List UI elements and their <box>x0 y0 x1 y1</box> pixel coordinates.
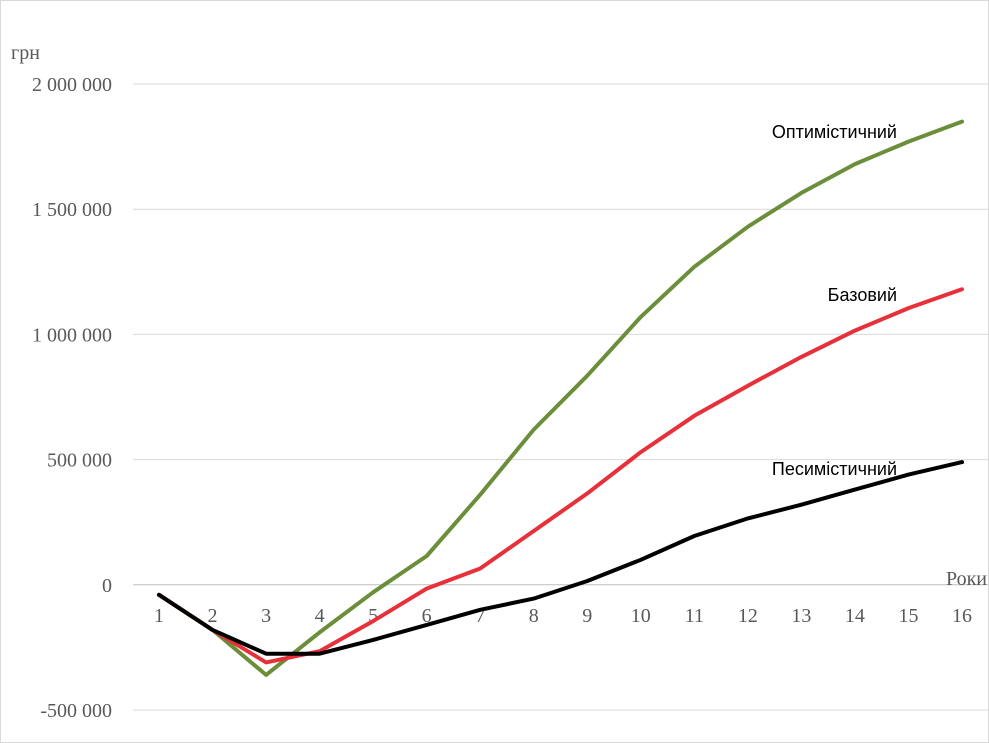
x-tick-label: 10 <box>631 605 651 627</box>
y-tick-label: 1 000 000 <box>32 324 112 346</box>
x-tick-label: 8 <box>529 605 539 627</box>
x-tick-label: 2 <box>208 605 218 627</box>
x-tick-label: 12 <box>738 605 758 627</box>
x-tick-label: 3 <box>261 605 271 627</box>
y-tick-label: 0 <box>102 575 112 597</box>
x-tick-label: 14 <box>845 605 865 627</box>
y-axis-label: грн <box>11 42 40 64</box>
y-tick-label: 1 500 000 <box>32 199 112 221</box>
series-label-base: Базовий <box>828 285 897 305</box>
x-tick-label: 1 <box>154 605 164 627</box>
y-tick-label: 2 000 000 <box>32 74 112 96</box>
series-lines <box>159 122 962 675</box>
x-axis-ticks: 1 2 3 4 5 6 7 8 9 10 11 12 13 14 15 16 <box>154 605 972 627</box>
x-tick-label: 15 <box>898 605 918 627</box>
series-label-pessimistic: Песимістичний <box>772 459 897 479</box>
x-tick-label: 16 <box>952 605 972 627</box>
series-label-optimistic: Оптимістичний <box>772 122 897 142</box>
x-tick-label: 13 <box>791 605 811 627</box>
y-axis-ticks: -500 000 0 500 000 1 000 000 1 500 000 2 000 … <box>32 74 112 722</box>
x-tick-label: 11 <box>685 605 704 627</box>
x-tick-label: 4 <box>315 605 325 627</box>
series-line-pessimistic <box>159 462 962 654</box>
x-tick-label: 9 <box>582 605 592 627</box>
y-tick-label: -500 000 <box>40 700 112 722</box>
x-axis-label: Роки <box>946 568 987 590</box>
y-tick-label: 500 000 <box>47 450 112 472</box>
